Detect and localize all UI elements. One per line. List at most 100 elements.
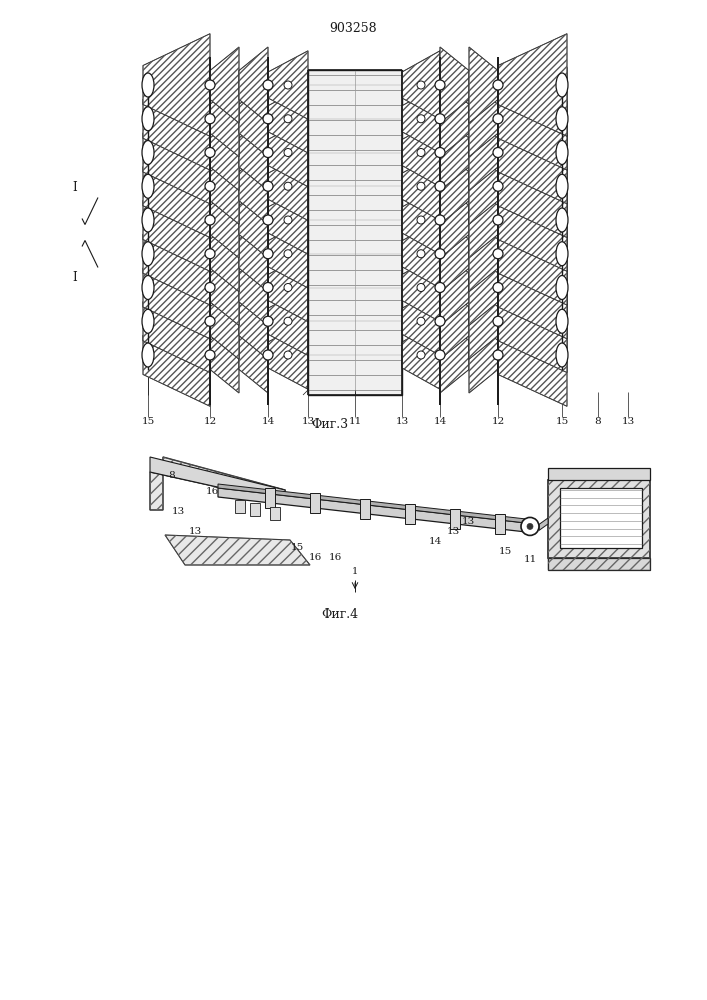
Ellipse shape <box>284 148 292 156</box>
Ellipse shape <box>263 350 273 360</box>
Polygon shape <box>498 270 567 373</box>
Ellipse shape <box>556 343 568 367</box>
Polygon shape <box>210 114 239 190</box>
Polygon shape <box>469 216 498 292</box>
Ellipse shape <box>263 80 273 90</box>
Ellipse shape <box>556 174 568 198</box>
Ellipse shape <box>493 147 503 157</box>
Ellipse shape <box>417 115 425 123</box>
Ellipse shape <box>205 147 215 157</box>
Ellipse shape <box>417 284 425 292</box>
Polygon shape <box>402 51 440 119</box>
Polygon shape <box>268 186 308 254</box>
Ellipse shape <box>263 316 273 326</box>
Ellipse shape <box>417 250 425 258</box>
Ellipse shape <box>284 317 292 325</box>
Polygon shape <box>469 249 498 326</box>
Polygon shape <box>469 47 498 123</box>
Polygon shape <box>143 135 210 238</box>
Polygon shape <box>402 85 440 153</box>
Ellipse shape <box>527 523 533 529</box>
Ellipse shape <box>556 73 568 97</box>
Polygon shape <box>210 81 239 157</box>
Polygon shape <box>440 216 469 292</box>
Polygon shape <box>440 317 469 393</box>
Polygon shape <box>548 480 650 558</box>
Polygon shape <box>360 499 370 519</box>
Text: 16: 16 <box>205 488 218 496</box>
Ellipse shape <box>142 73 154 97</box>
Polygon shape <box>143 304 210 406</box>
Text: 15: 15 <box>498 548 512 556</box>
Ellipse shape <box>284 81 292 89</box>
Ellipse shape <box>435 147 445 157</box>
Ellipse shape <box>205 249 215 259</box>
Ellipse shape <box>142 309 154 333</box>
Ellipse shape <box>435 282 445 292</box>
Polygon shape <box>268 321 308 389</box>
Polygon shape <box>239 317 268 393</box>
Polygon shape <box>210 47 239 123</box>
Polygon shape <box>143 34 210 136</box>
Polygon shape <box>239 81 268 157</box>
Polygon shape <box>469 182 498 258</box>
Polygon shape <box>268 85 308 153</box>
Polygon shape <box>218 484 535 524</box>
Polygon shape <box>308 70 402 395</box>
Text: I: I <box>73 181 77 194</box>
Polygon shape <box>440 81 469 157</box>
Ellipse shape <box>556 275 568 300</box>
Polygon shape <box>402 152 440 220</box>
Ellipse shape <box>284 115 292 123</box>
Polygon shape <box>498 34 567 136</box>
Ellipse shape <box>556 107 568 131</box>
Polygon shape <box>268 287 308 355</box>
Polygon shape <box>239 47 268 123</box>
Ellipse shape <box>284 250 292 258</box>
Polygon shape <box>402 118 440 187</box>
Text: 15: 15 <box>291 542 303 552</box>
Polygon shape <box>402 186 440 254</box>
Polygon shape <box>539 518 548 530</box>
Ellipse shape <box>263 114 273 124</box>
Ellipse shape <box>205 114 215 124</box>
Ellipse shape <box>142 174 154 198</box>
Polygon shape <box>310 493 320 513</box>
Text: 1: 1 <box>352 568 358 576</box>
Ellipse shape <box>205 282 215 292</box>
Ellipse shape <box>556 140 568 164</box>
Polygon shape <box>210 317 239 393</box>
Ellipse shape <box>205 350 215 360</box>
Text: 14: 14 <box>428 538 442 546</box>
Polygon shape <box>402 321 440 389</box>
Polygon shape <box>268 152 308 220</box>
Polygon shape <box>268 253 308 322</box>
Polygon shape <box>239 216 268 292</box>
Polygon shape <box>218 488 535 533</box>
Ellipse shape <box>284 351 292 359</box>
Polygon shape <box>405 504 415 524</box>
Polygon shape <box>268 118 308 187</box>
Text: Φиг.4: Φиг.4 <box>322 608 358 621</box>
Ellipse shape <box>284 182 292 190</box>
Polygon shape <box>548 468 650 480</box>
Polygon shape <box>402 253 440 322</box>
Text: 13: 13 <box>171 508 185 516</box>
Text: 12: 12 <box>204 418 216 426</box>
Ellipse shape <box>263 282 273 292</box>
Ellipse shape <box>493 215 503 225</box>
Text: 903258: 903258 <box>329 21 377 34</box>
Ellipse shape <box>205 181 215 191</box>
Polygon shape <box>402 220 440 288</box>
Text: 13: 13 <box>395 418 409 426</box>
Polygon shape <box>450 509 460 529</box>
Polygon shape <box>498 169 567 271</box>
Ellipse shape <box>417 81 425 89</box>
Polygon shape <box>143 270 210 373</box>
Ellipse shape <box>493 316 503 326</box>
Polygon shape <box>239 249 268 326</box>
Polygon shape <box>265 488 275 508</box>
Text: 11: 11 <box>349 418 361 426</box>
Polygon shape <box>210 148 239 224</box>
Ellipse shape <box>142 343 154 367</box>
